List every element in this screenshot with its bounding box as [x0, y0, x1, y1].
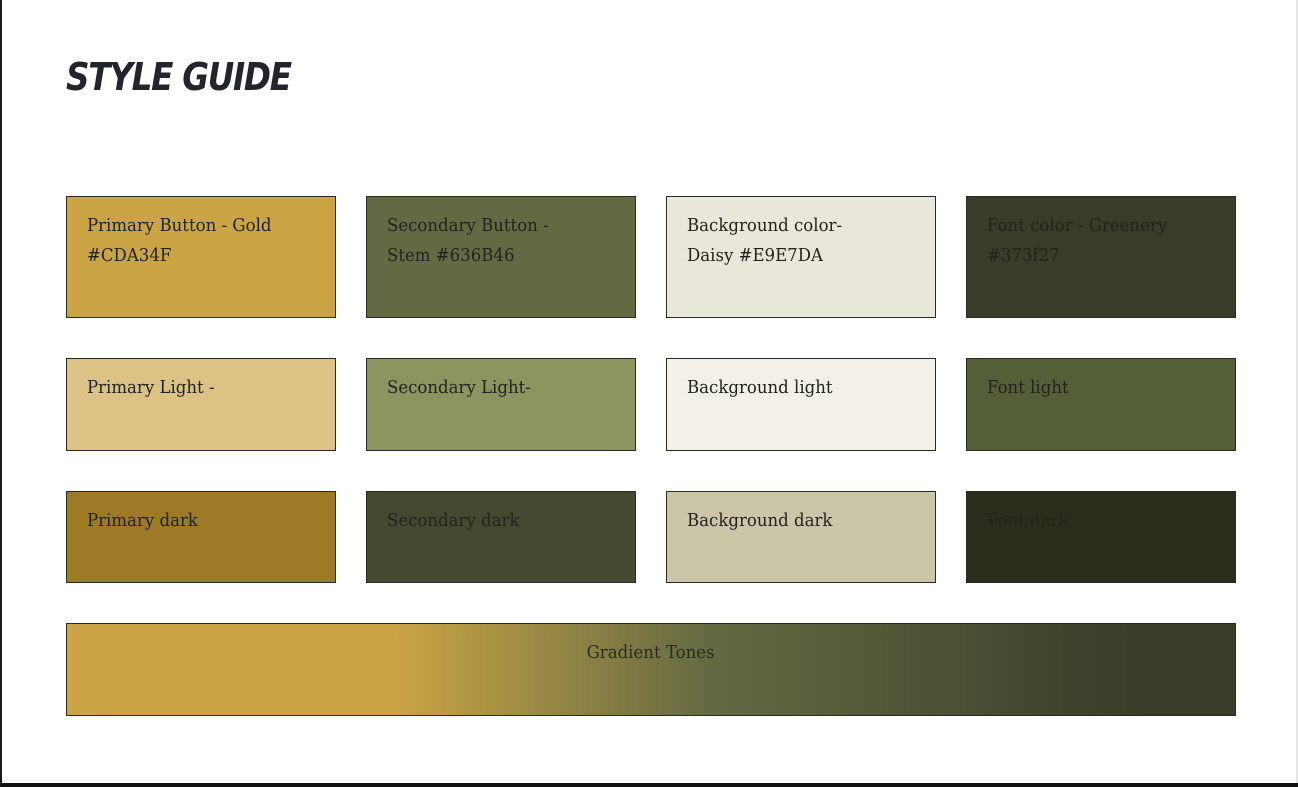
swatch-label: Primary Button - Gold #CDA34F	[87, 215, 272, 266]
swatch-background-color: Background color- Daisy #E9E7DA	[666, 196, 936, 318]
swatch-label: Primary dark	[87, 510, 198, 531]
swatch-label: Font dark	[987, 510, 1069, 531]
swatch-secondary-light: Secondary Light-	[366, 358, 636, 451]
swatch-font-light: Font light	[966, 358, 1236, 451]
swatch-label: Background light	[687, 377, 833, 398]
swatch-secondary-button: Secondary Button - Stem #636B46	[366, 196, 636, 318]
swatch-label: Background dark	[687, 510, 833, 531]
swatch-primary-button: Primary Button - Gold #CDA34F	[66, 196, 336, 318]
swatch-secondary-dark: Secondary dark	[366, 491, 636, 583]
swatch-background-dark: Background dark	[666, 491, 936, 583]
swatch-font-color: Font color - Greenery #373f27	[966, 196, 1236, 318]
swatch-primary-light: Primary Light -	[66, 358, 336, 451]
swatch-label: Secondary dark	[387, 510, 520, 531]
swatch-label: Background color- Daisy #E9E7DA	[687, 215, 843, 266]
page-title: STYLE GUIDE	[66, 55, 292, 99]
swatch-label: Secondary Light-	[387, 377, 531, 398]
swatch-label: Primary Light -	[87, 377, 215, 398]
swatch-primary-dark: Primary dark	[66, 491, 336, 583]
swatch-label: Font light	[987, 377, 1069, 398]
gradient-label: Gradient Tones	[587, 642, 715, 663]
gradient-tones-swatch: Gradient Tones	[66, 623, 1236, 716]
swatch-font-dark: Font dark	[966, 491, 1236, 583]
swatch-background-light: Background light	[666, 358, 936, 451]
swatch-label: Secondary Button - Stem #636B46	[387, 215, 549, 266]
swatch-label: Font color - Greenery #373f27	[987, 215, 1168, 266]
